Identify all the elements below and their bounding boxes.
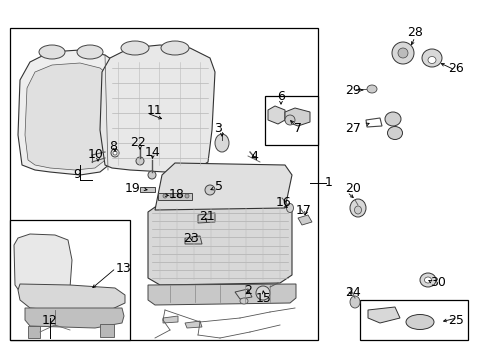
Text: 8: 8 (109, 140, 117, 153)
Ellipse shape (170, 194, 174, 198)
Polygon shape (367, 307, 399, 323)
Ellipse shape (424, 277, 430, 283)
Text: 1: 1 (325, 176, 332, 189)
Text: 27: 27 (345, 122, 360, 135)
Text: 15: 15 (256, 292, 271, 305)
Polygon shape (25, 308, 124, 328)
Polygon shape (18, 50, 125, 175)
Text: 4: 4 (249, 150, 257, 163)
Polygon shape (140, 187, 155, 192)
Ellipse shape (354, 206, 361, 214)
Polygon shape (163, 316, 178, 323)
Text: 14: 14 (145, 145, 161, 158)
Polygon shape (297, 215, 311, 225)
Ellipse shape (113, 151, 117, 155)
Ellipse shape (148, 171, 156, 179)
Ellipse shape (256, 286, 269, 300)
Polygon shape (267, 106, 285, 124)
Polygon shape (100, 45, 215, 172)
Ellipse shape (285, 115, 294, 125)
Text: 18: 18 (169, 189, 184, 202)
Ellipse shape (121, 41, 149, 55)
Text: 24: 24 (345, 285, 360, 298)
Polygon shape (184, 321, 202, 328)
Polygon shape (235, 289, 251, 299)
Polygon shape (285, 108, 309, 126)
Bar (10, 28, 317, 340)
Text: 6: 6 (277, 90, 285, 103)
Text: 23: 23 (183, 233, 199, 246)
Polygon shape (158, 193, 192, 200)
Polygon shape (155, 163, 291, 210)
Text: 28: 28 (406, 27, 422, 40)
Ellipse shape (136, 157, 143, 165)
Ellipse shape (178, 194, 182, 198)
Polygon shape (18, 284, 125, 312)
Ellipse shape (240, 298, 247, 304)
Text: 26: 26 (447, 62, 463, 75)
Polygon shape (148, 203, 291, 285)
Ellipse shape (384, 112, 400, 126)
Ellipse shape (184, 194, 189, 198)
Text: 2: 2 (244, 284, 251, 297)
Text: 20: 20 (345, 181, 360, 194)
Text: 12: 12 (42, 314, 58, 327)
Text: 9: 9 (73, 168, 81, 181)
Polygon shape (184, 236, 202, 244)
Polygon shape (148, 284, 295, 305)
Text: 19: 19 (124, 181, 140, 194)
Ellipse shape (386, 126, 402, 139)
Ellipse shape (39, 45, 65, 59)
Polygon shape (28, 326, 40, 338)
Ellipse shape (366, 85, 376, 93)
Bar (359, 300, 467, 340)
Text: 13: 13 (116, 262, 131, 275)
Bar (264, 96, 317, 145)
Ellipse shape (349, 296, 359, 308)
Bar (10, 220, 130, 340)
Text: 3: 3 (214, 122, 222, 135)
Ellipse shape (77, 45, 103, 59)
Text: 16: 16 (276, 195, 291, 208)
Ellipse shape (286, 203, 293, 212)
Ellipse shape (391, 42, 413, 64)
Text: 10: 10 (88, 148, 104, 162)
Ellipse shape (419, 273, 435, 287)
Text: 25: 25 (447, 314, 463, 327)
Ellipse shape (204, 185, 215, 195)
Ellipse shape (161, 41, 189, 55)
Text: 11: 11 (147, 104, 163, 117)
Text: 29: 29 (345, 84, 360, 96)
Polygon shape (14, 234, 72, 295)
Ellipse shape (397, 48, 407, 58)
Text: 17: 17 (295, 204, 311, 217)
Ellipse shape (405, 315, 433, 329)
Ellipse shape (111, 149, 119, 157)
Polygon shape (198, 213, 215, 223)
Text: 22: 22 (130, 136, 145, 149)
Text: 7: 7 (293, 122, 302, 135)
Ellipse shape (163, 194, 167, 198)
Ellipse shape (349, 199, 365, 217)
Ellipse shape (215, 134, 228, 152)
Polygon shape (25, 63, 116, 170)
Text: 5: 5 (215, 180, 223, 193)
Text: 21: 21 (199, 211, 214, 224)
Ellipse shape (421, 49, 441, 67)
Polygon shape (100, 324, 114, 337)
Text: 30: 30 (429, 276, 445, 289)
Ellipse shape (427, 57, 435, 63)
